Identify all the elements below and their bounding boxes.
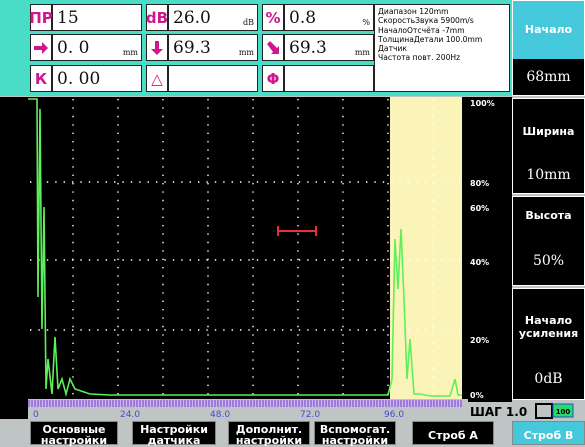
- battery-icon: [535, 403, 553, 419]
- unit: mm: [354, 48, 370, 57]
- param-value: 0. 0 mm: [52, 34, 142, 61]
- side-value: 68mm: [513, 59, 584, 95]
- y-label: 60%: [470, 204, 489, 213]
- unit: %: [362, 18, 370, 27]
- bottom-button[interactable]: Настройки датчика: [132, 421, 216, 446]
- info-line: ТолщинаДетали 100.0mm: [378, 34, 483, 44]
- param-value: 0. 00: [52, 65, 142, 92]
- arrow: [151, 40, 163, 55]
- side-value: 50%: [532, 253, 565, 269]
- bottom-button[interactable]: Строб A: [412, 421, 494, 445]
- param-label: △: [146, 65, 168, 92]
- value-text: 69.3: [289, 37, 327, 58]
- param-value: [168, 65, 258, 92]
- param-value: 69.3 mm: [284, 34, 374, 61]
- side-button[interactable]: Начало усиления 0dB: [512, 288, 585, 400]
- value-text: 0. 00: [57, 68, 101, 89]
- scan-right: [468, 97, 512, 402]
- side-button[interactable]: Ширина 10mm: [512, 98, 585, 194]
- bottom-button[interactable]: Дополнит. настройки: [228, 421, 310, 446]
- side-button[interactable]: Высота 50%: [512, 196, 585, 286]
- param-label: К: [30, 65, 52, 92]
- param-value: 26.0 dB: [168, 4, 258, 31]
- param-label: Φ: [262, 65, 284, 92]
- side-value: 10mm: [526, 167, 571, 183]
- battery-level: [552, 403, 574, 418]
- param-label: %: [262, 4, 284, 31]
- x-label: 48.0: [210, 410, 230, 419]
- value-text: 0.8: [289, 7, 317, 28]
- x-label: 72.0: [300, 410, 320, 419]
- arrow: [267, 40, 279, 54]
- bottom-button[interactable]: Основные настройки: [30, 421, 118, 446]
- scan-left: [0, 97, 28, 419]
- arrow-shape: [34, 41, 48, 54]
- arrow-icon: [262, 34, 284, 61]
- param-value: 0.8%: [284, 4, 374, 31]
- arrow-shape: [267, 40, 279, 54]
- param-value: 69.3 mm: [168, 34, 258, 61]
- a-scan: 0 24.0 48.0 72.0 96.0: [28, 97, 468, 419]
- overlay: 100% 80% 60% 40% 20% 0% ШАГ 1.0 100: [0, 97, 574, 419]
- y-label: 80%: [470, 179, 489, 188]
- info-line: Диапазон 120mm: [378, 7, 449, 16]
- side-label: Начало усиления: [518, 314, 579, 340]
- arrow-icon: [30, 34, 52, 61]
- param-label: ПР: [29, 4, 53, 31]
- side-label: Высота: [525, 209, 572, 222]
- y-label: 100%: [470, 99, 495, 108]
- side-label: Начало: [524, 23, 573, 36]
- param-value: 15: [52, 4, 142, 31]
- info-box: Диапазон 120mm СкоростьЗвука 5900m/s Начал…: [374, 4, 510, 92]
- info-line: Датчик: [378, 44, 408, 54]
- x-label: 24.0: [120, 410, 140, 419]
- bottom-button[interactable]: Строб B: [512, 421, 585, 445]
- side-label: Ширина: [522, 125, 575, 138]
- y-label: 20%: [470, 336, 489, 345]
- y-label: 0%: [470, 391, 484, 400]
- unit: mm: [122, 48, 138, 57]
- unit: mm: [238, 48, 254, 57]
- echo-signal: [28, 98, 462, 398]
- x-label: 0: [33, 410, 39, 419]
- arrow-shape: [151, 40, 163, 55]
- param-value: [284, 65, 374, 92]
- value-text: 69.3: [173, 37, 211, 58]
- info-line: Частота повт. 200Hz: [378, 53, 461, 63]
- value-text: 26.0: [173, 7, 211, 28]
- value-text: 15: [57, 7, 79, 28]
- x-label: 96.0: [384, 410, 404, 419]
- gate-a: [277, 226, 317, 236]
- unit: dB: [243, 18, 254, 27]
- param-label: dB: [146, 4, 168, 31]
- bottom-button[interactable]: Вспомогат. настройки: [314, 421, 396, 446]
- info-line: СкоростьЗвука 5900m/s: [378, 16, 474, 26]
- info-line: НачалоОтсчёта -7mm: [378, 25, 465, 35]
- ruler-ticks: [28, 400, 462, 407]
- value-text: 0. 0: [57, 37, 90, 58]
- step: ШАГ 1.0: [470, 405, 527, 419]
- side-value: 0dB: [534, 371, 563, 387]
- y-label: 40%: [470, 258, 489, 267]
- side-button[interactable]: Начало 68mm: [512, 0, 585, 96]
- battery: 100: [556, 408, 571, 416]
- arrow: [34, 41, 48, 54]
- arrow-icon: [146, 34, 168, 61]
